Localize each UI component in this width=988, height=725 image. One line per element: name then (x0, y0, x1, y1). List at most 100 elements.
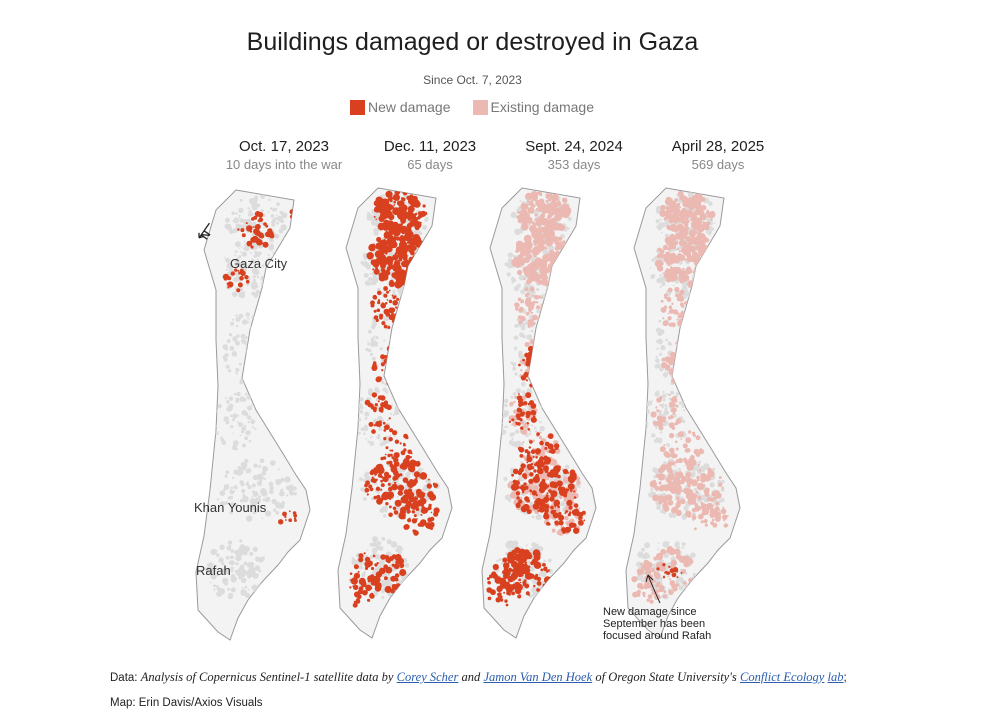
built-up-dot (514, 323, 519, 328)
new-damage-dot (544, 446, 548, 450)
existing-damage-dot (712, 210, 715, 213)
built-up-dot (507, 540, 511, 545)
built-up-dot (651, 258, 655, 262)
built-up-dot (685, 330, 690, 336)
existing-damage-dot (680, 438, 683, 440)
built-up-dot (511, 280, 515, 284)
existing-damage-dot (515, 249, 519, 253)
lab-link-part-1[interactable]: Conflict Ecology (739, 670, 825, 684)
new-damage-dot (391, 294, 394, 297)
built-up-dot (280, 224, 287, 231)
existing-damage-dot (687, 460, 691, 464)
new-damage-dot (372, 363, 377, 368)
new-damage-dot (518, 363, 521, 367)
built-up-dot (363, 497, 367, 501)
built-up-dot (254, 195, 259, 200)
built-up-dot (422, 487, 427, 492)
built-up-dot (554, 283, 558, 288)
built-up-dot (268, 481, 274, 487)
built-up-dot (414, 289, 417, 293)
built-up-dot (250, 419, 256, 425)
existing-damage-dot (693, 225, 699, 231)
built-up-dot (548, 558, 552, 563)
existing-damage-dot (695, 257, 698, 261)
existing-damage-dot (696, 476, 700, 480)
panel-header-3: Sept. 24, 2024 353 days (494, 138, 654, 172)
new-damage-dot (384, 453, 387, 456)
new-damage-dot (241, 233, 246, 238)
built-up-dot (381, 596, 385, 599)
existing-damage-dot (684, 258, 687, 261)
built-up-dot (235, 316, 241, 322)
author-link-1[interactable]: Corey Scher (396, 670, 459, 684)
new-damage-dot (383, 437, 387, 441)
existing-damage-dot (524, 293, 529, 298)
author-link-2[interactable]: Jamon Van Den Hoek (483, 670, 593, 684)
built-up-dot (398, 318, 401, 321)
new-damage-dot (246, 225, 253, 232)
existing-damage-dot (536, 305, 540, 310)
built-up-dot (656, 347, 659, 350)
new-damage-dot (573, 490, 576, 493)
new-damage-dot (364, 483, 368, 488)
built-up-dot (269, 489, 274, 495)
new-damage-dot (374, 258, 382, 265)
new-damage-dot (370, 566, 375, 571)
built-up-dot (504, 410, 510, 415)
new-damage-dot (240, 228, 245, 233)
existing-damage-dot (679, 470, 682, 473)
new-damage-dot (523, 371, 529, 378)
built-up-dot (655, 219, 660, 224)
existing-damage-dot (667, 481, 675, 489)
new-damage-dot (411, 518, 418, 524)
new-damage-dot (511, 591, 515, 596)
new-damage-dot (388, 437, 393, 442)
new-damage-dot (399, 442, 402, 445)
new-damage-dot (280, 281, 285, 286)
new-damage-dot (402, 516, 406, 520)
built-up-dot (210, 548, 217, 556)
existing-damage-dot (668, 422, 675, 429)
new-damage-dot (396, 200, 402, 206)
built-up-dot (255, 290, 260, 295)
built-up-dot (424, 266, 431, 273)
existing-damage-dot (661, 358, 665, 362)
new-damage-dot (409, 268, 411, 271)
built-up-dot (245, 430, 251, 436)
built-up-dot (719, 499, 723, 503)
built-up-dot (225, 420, 230, 425)
new-damage-dot (389, 196, 393, 200)
new-damage-dot (388, 299, 393, 304)
new-damage-dot (364, 560, 372, 568)
existing-damage-dot (688, 430, 692, 434)
existing-damage-dot (537, 378, 542, 383)
built-up-dot (553, 282, 556, 286)
new-damage-dot (546, 521, 550, 526)
built-up-dot (678, 401, 683, 405)
existing-damage-dot (558, 269, 563, 274)
built-up-dot (258, 569, 262, 573)
new-damage-dot (534, 500, 536, 503)
existing-damage-dot (684, 197, 690, 203)
built-up-dot (258, 345, 264, 351)
existing-damage-dot (659, 485, 664, 490)
lab-link-part-2[interactable]: lab (827, 670, 844, 684)
new-damage-dot (518, 393, 520, 395)
existing-damage-dot (708, 496, 711, 499)
built-up-dot (559, 472, 562, 475)
built-up-dot (540, 321, 544, 325)
built-up-dot (238, 291, 246, 299)
existing-damage-dot (578, 507, 581, 510)
existing-damage-dot (715, 516, 721, 522)
built-up-dot (405, 353, 408, 357)
new-damage-dot (411, 207, 415, 211)
new-damage-dot (522, 473, 527, 479)
existing-damage-dot (517, 269, 523, 276)
built-up-dot (261, 371, 264, 374)
new-damage-dot (374, 472, 377, 476)
built-up-dot (561, 255, 567, 261)
built-up-dot (557, 283, 562, 288)
new-damage-dot (377, 400, 380, 403)
new-damage-dot (236, 288, 241, 293)
existing-damage-dot (541, 270, 546, 274)
